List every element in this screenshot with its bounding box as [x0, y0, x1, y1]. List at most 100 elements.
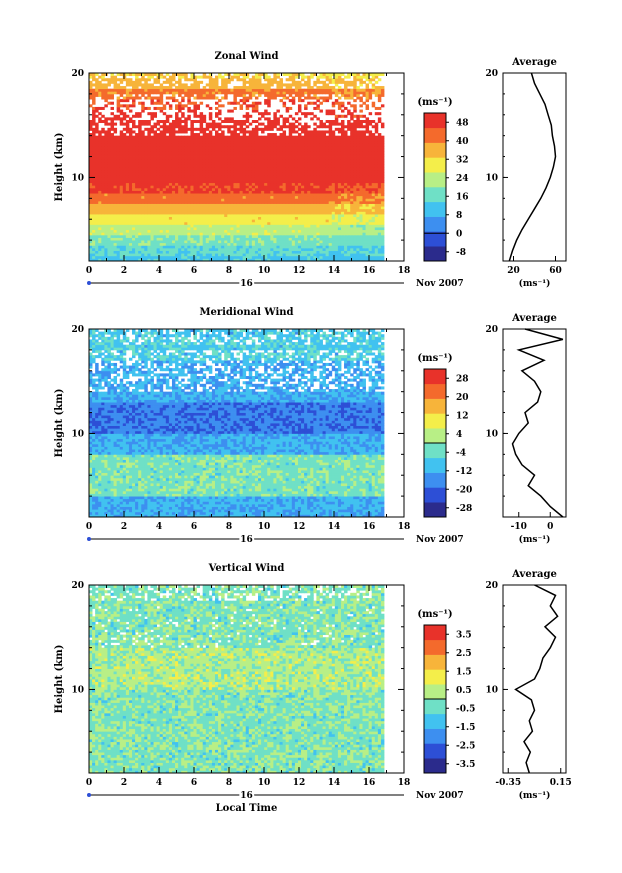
heatmap-cell — [378, 230, 381, 233]
heatmap-cell — [230, 214, 233, 217]
heatmap-cell — [289, 248, 292, 251]
heatmap-cell — [111, 245, 114, 248]
heatmap-cell — [267, 230, 270, 233]
heatmap-cell — [249, 256, 252, 259]
heatmap-cell — [175, 219, 178, 222]
heatmap-cell — [203, 219, 206, 222]
heatmap-cell — [132, 232, 135, 235]
heatmap-cell — [111, 227, 114, 230]
heatmap-cell — [114, 243, 117, 246]
heatmap-cell — [237, 245, 240, 248]
heatmap-cell — [154, 217, 157, 220]
heatmap-cell — [111, 253, 114, 256]
heatmap-cell — [286, 224, 289, 227]
heatmap-cell — [252, 240, 255, 243]
heatmap-cell — [292, 256, 295, 259]
heatmap-cell — [246, 214, 249, 217]
heatmap-cell — [215, 251, 218, 254]
heatmap-cell — [362, 251, 365, 254]
heatmap-cell — [126, 219, 129, 222]
heatmap-cell — [344, 227, 347, 230]
heatmap-cell — [224, 245, 227, 248]
heatmap-cell — [104, 245, 107, 248]
heatmap-cell — [160, 222, 163, 225]
heatmap-cell — [347, 245, 350, 248]
heatmap-cell — [132, 243, 135, 246]
heatmap-cell — [163, 248, 166, 251]
heatmap-cell — [154, 248, 157, 251]
heatmap-cell — [92, 219, 95, 222]
heatmap-cell — [298, 251, 301, 254]
heatmap-cell — [193, 224, 196, 227]
heatmap-cell — [107, 245, 110, 248]
heatmap-cell — [135, 214, 138, 217]
heatmap-cell — [101, 238, 104, 241]
heatmap-cell — [150, 253, 153, 256]
heatmap-cell — [132, 214, 135, 217]
heatmap-cell — [304, 238, 307, 241]
heatmap-cell — [224, 240, 227, 243]
heatmap-cell — [359, 243, 362, 246]
heatmap-cell — [233, 251, 236, 254]
heatmap-cell — [338, 222, 341, 225]
heatmap-cell — [181, 211, 184, 214]
heatmap-cell — [193, 222, 196, 225]
heatmap-cell — [227, 211, 230, 214]
heatmap-cell — [326, 235, 329, 238]
heatmap-cell — [316, 235, 319, 238]
heatmap-cell — [249, 245, 252, 248]
heatmap-cell — [323, 219, 326, 222]
heatmap-cell — [193, 248, 196, 251]
heatmap-cell — [206, 248, 209, 251]
heatmap-cell — [243, 211, 246, 214]
heatmap-cell — [240, 227, 243, 230]
heatmap-cell — [323, 232, 326, 235]
heatmap-cell — [98, 251, 101, 254]
heatmap-cell — [111, 232, 114, 235]
heatmap-cell — [381, 245, 384, 248]
heatmap-cell — [175, 227, 178, 230]
heatmap-cell — [212, 245, 215, 248]
heatmap-cell — [132, 219, 135, 222]
heatmap-cell — [209, 253, 212, 256]
heatmap-cell — [227, 248, 230, 251]
heatmap-cell — [221, 211, 224, 214]
heatmap-cell — [227, 219, 230, 222]
heatmap-cell — [89, 248, 92, 251]
heatmap-cell — [120, 253, 123, 256]
heatmap-cell — [144, 240, 147, 243]
heatmap-cell — [169, 235, 172, 238]
heatmap-cell — [138, 219, 141, 222]
heatmap-cell — [200, 217, 203, 220]
heatmap-cell — [255, 222, 258, 225]
heatmap-cell — [326, 240, 329, 243]
heatmap-cell — [329, 245, 332, 248]
heatmap-cell — [117, 256, 120, 259]
heatmap-cell — [227, 243, 230, 246]
heatmap-cell — [135, 248, 138, 251]
heatmap-cell — [255, 227, 258, 230]
heatmap-cell — [190, 211, 193, 214]
heatmap-cell — [101, 248, 104, 251]
heatmap-cell — [190, 243, 193, 246]
heatmap-cell — [190, 251, 193, 254]
heatmap-cell — [154, 227, 157, 230]
heatmap-cell — [329, 238, 332, 241]
heatmap-cell — [249, 248, 252, 251]
heatmap-cell — [289, 256, 292, 259]
heatmap-cell — [175, 224, 178, 227]
heatmap-cell — [307, 238, 310, 241]
heatmap-cell — [270, 217, 273, 220]
heatmap-cell — [178, 245, 181, 248]
heatmap-cell — [144, 217, 147, 220]
heatmap-cell — [344, 232, 347, 235]
heatmap-cell — [369, 232, 372, 235]
heatmap-cell — [203, 232, 206, 235]
heatmap-cell — [313, 222, 316, 225]
heatmap-cell — [369, 248, 372, 251]
heatmap-cell — [335, 227, 338, 230]
heatmap-cell — [298, 238, 301, 241]
heatmap-cell — [230, 217, 233, 220]
heatmap-cell — [375, 248, 378, 251]
heatmap-cell — [261, 235, 264, 238]
